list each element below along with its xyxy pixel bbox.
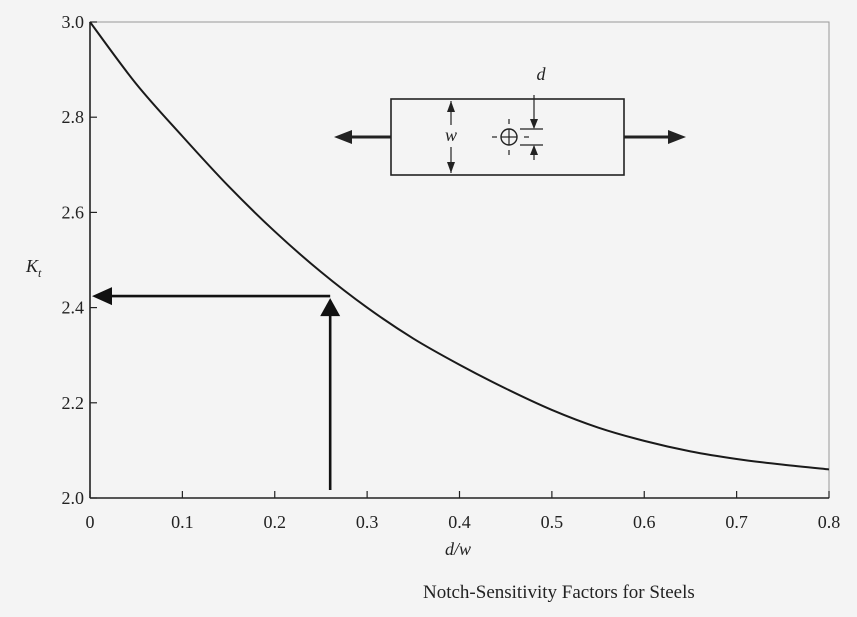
y-tick-label: 2.0 bbox=[62, 488, 85, 508]
x-tick-label: 0.4 bbox=[448, 512, 471, 532]
plot-frame bbox=[89, 21, 830, 499]
plot-border bbox=[89, 21, 830, 499]
kt-chart: 2.0 2.2 2.4 2.6 2.8 3.0 0 0.1 0.2 0.3 0.4 0.5 0.6 0.… bbox=[25, 12, 841, 559]
y-axis-label: Kt bbox=[25, 256, 42, 280]
x-axis-label: d/w bbox=[445, 539, 471, 559]
x-tick-label: 0.3 bbox=[356, 512, 379, 532]
vertical-arrowhead bbox=[320, 298, 341, 317]
figure-caption: Notch-Sensitivity Factors for Steels bbox=[423, 582, 695, 603]
series-layer bbox=[89, 21, 830, 471]
x-tick-label: 0 bbox=[86, 512, 95, 532]
width-arrowhead-bottom bbox=[447, 162, 455, 173]
d-arrowhead-bottom bbox=[530, 145, 538, 155]
x-tick-label: 0.7 bbox=[725, 512, 748, 532]
width-arrowhead-top bbox=[447, 101, 455, 112]
y-tick-label: 2.8 bbox=[62, 107, 85, 127]
specimen-diagram: w d bbox=[334, 64, 686, 176]
width-label: w bbox=[445, 125, 457, 145]
d-label: d bbox=[537, 64, 547, 84]
left-tension-arrowhead bbox=[334, 130, 352, 144]
kt-curve bbox=[89, 21, 830, 471]
y-tick-label: 2.2 bbox=[62, 393, 85, 413]
reading-arrows bbox=[92, 287, 341, 490]
x-axis-ticks: 0 0.1 0.2 0.3 0.4 0.5 0.6 0.7 0.8 bbox=[86, 491, 841, 532]
x-tick-label: 0.6 bbox=[633, 512, 656, 532]
d-arrowhead-top bbox=[530, 119, 538, 129]
x-tick-label: 0.8 bbox=[818, 512, 841, 532]
y-tick-label: 3.0 bbox=[62, 12, 85, 32]
x-tick-label: 0.2 bbox=[264, 512, 287, 532]
horizontal-arrowhead bbox=[92, 287, 112, 306]
right-tension-arrowhead bbox=[668, 130, 686, 144]
y-axis-ticks: 2.0 2.2 2.4 2.6 2.8 3.0 bbox=[62, 12, 97, 508]
y-tick-label: 2.6 bbox=[62, 202, 85, 222]
x-tick-label: 0.1 bbox=[171, 512, 194, 532]
x-tick-label: 0.5 bbox=[541, 512, 564, 532]
y-tick-label: 2.4 bbox=[62, 298, 85, 318]
